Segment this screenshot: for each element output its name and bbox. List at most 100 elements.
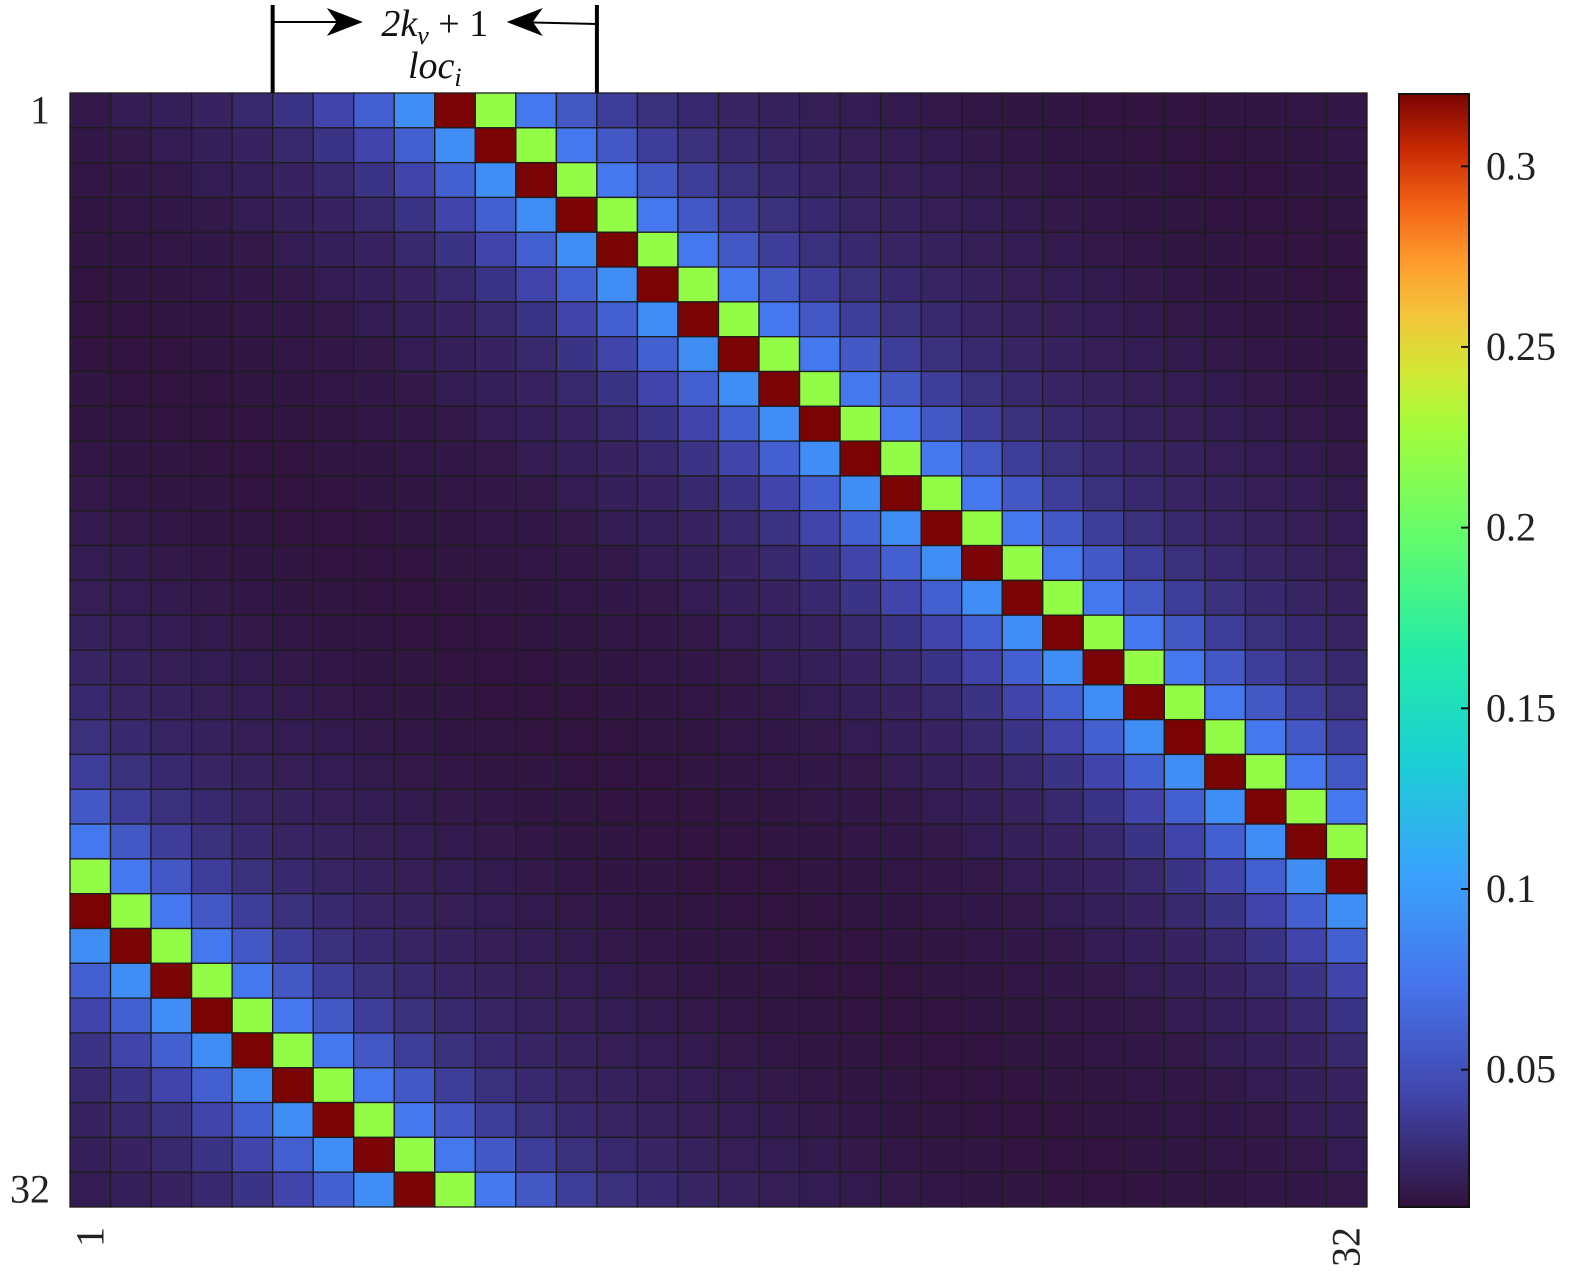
heatmap-cell [190, 196, 233, 233]
heatmap-cell [677, 858, 720, 895]
heatmap-cell [1042, 336, 1084, 373]
heatmap-cell [636, 893, 679, 930]
heatmap-cell [393, 475, 436, 512]
heatmap-cell [312, 927, 355, 964]
heatmap-cell [312, 684, 355, 721]
heatmap-cell [1325, 927, 1368, 964]
heatmap-cell [231, 823, 274, 860]
heatmap-cell [798, 544, 841, 582]
heatmap-cell [393, 893, 436, 930]
heatmap-cell [1204, 92, 1247, 129]
heatmap-cell [920, 127, 963, 164]
heatmap-cell [920, 684, 963, 721]
heatmap-cell [272, 649, 314, 686]
heatmap-cell [1042, 510, 1084, 547]
heatmap-cell [69, 266, 112, 303]
heatmap-cell [109, 544, 152, 582]
heatmap-cell [69, 231, 112, 268]
heatmap-cell [1123, 753, 1165, 790]
heatmap-cell [798, 649, 841, 686]
heatmap-cell [393, 544, 436, 582]
heatmap-cell [1042, 301, 1084, 338]
heatmap-cell [69, 1101, 112, 1139]
heatmap-cell [839, 788, 882, 825]
heatmap-cell [879, 718, 922, 756]
heatmap-cell [1285, 753, 1328, 790]
heatmap-cell [515, 440, 558, 477]
heatmap-cell [434, 823, 476, 860]
heatmap-cell [1001, 1032, 1044, 1069]
heatmap-cell [109, 753, 152, 790]
heatmap-cell [1163, 997, 1206, 1034]
heatmap-cell [1204, 718, 1247, 756]
heatmap-cell [190, 301, 233, 338]
heatmap-cell [1325, 649, 1368, 686]
heatmap-cell [1042, 1032, 1084, 1069]
heatmap-cell [1082, 370, 1125, 407]
heatmap-cell [1082, 684, 1125, 721]
heatmap-cell [150, 1171, 193, 1208]
heatmap-cell [109, 788, 152, 825]
heatmap-cell [272, 1032, 314, 1069]
heatmap-cell [474, 231, 517, 268]
heatmap-cell [1163, 301, 1206, 338]
heatmap-cell [636, 614, 679, 651]
heatmap-cell [474, 788, 517, 825]
heatmap-cell [961, 893, 1003, 930]
heatmap-cell [434, 893, 476, 930]
heatmap-cell [1325, 1136, 1368, 1173]
heatmap-cell [1325, 161, 1368, 199]
heatmap-cell [879, 301, 922, 338]
heatmap-cell [798, 370, 841, 407]
heatmap-cell [555, 753, 598, 790]
heatmap-cell [150, 161, 193, 199]
heatmap-cell [677, 92, 720, 129]
heatmap-cell [1082, 510, 1125, 547]
heatmap-cell [393, 161, 436, 199]
heatmap-cell [920, 336, 963, 373]
heatmap-cell [150, 893, 193, 930]
heatmap-cell [758, 1101, 801, 1139]
heatmap-cell [555, 927, 598, 964]
heatmap-cell [1325, 440, 1368, 477]
heatmap-cell [839, 266, 882, 303]
heatmap-cell [636, 370, 679, 407]
heatmap-cell [1163, 440, 1206, 477]
heatmap-cell [636, 544, 679, 582]
heatmap-cell [515, 266, 558, 303]
heatmap-cell [961, 196, 1003, 233]
heatmap-cell [555, 544, 598, 582]
heatmap-cell [879, 962, 922, 999]
heatmap-cell [1082, 649, 1125, 686]
heatmap-cell [190, 858, 233, 895]
heatmap-cell [879, 196, 922, 233]
heatmap-cell [515, 475, 558, 512]
heatmap-cell [353, 266, 395, 303]
heatmap-cell [150, 127, 193, 164]
heatmap-cell [312, 893, 355, 930]
colorbar-tick-label: 0.2 [1486, 505, 1536, 550]
heatmap-cell [596, 1171, 639, 1208]
heatmap-cell [1001, 266, 1044, 303]
heatmap-cell [1244, 161, 1287, 199]
heatmap-cell [1042, 962, 1084, 999]
heatmap-cell [1244, 718, 1287, 756]
heatmap-cell [69, 336, 112, 373]
heatmap-cell [190, 544, 233, 582]
heatmap-cell [1285, 927, 1328, 964]
heatmap-cell [1285, 684, 1328, 721]
heatmap-cell [515, 370, 558, 407]
heatmap-cell [1042, 823, 1084, 860]
heatmap-cell [515, 927, 558, 964]
heatmap-cell [190, 1067, 233, 1104]
heatmap-cell [109, 336, 152, 373]
heatmap-cell [636, 649, 679, 686]
heatmap-cell [1325, 1032, 1368, 1069]
heatmap-cell [1285, 1101, 1328, 1139]
heatmap-cell [677, 405, 720, 442]
heatmap-cell [1244, 579, 1287, 616]
heatmap-cell [515, 196, 558, 233]
heatmap-cell [555, 161, 598, 199]
heatmap-cell [231, 370, 274, 407]
heatmap-cell [879, 544, 922, 582]
